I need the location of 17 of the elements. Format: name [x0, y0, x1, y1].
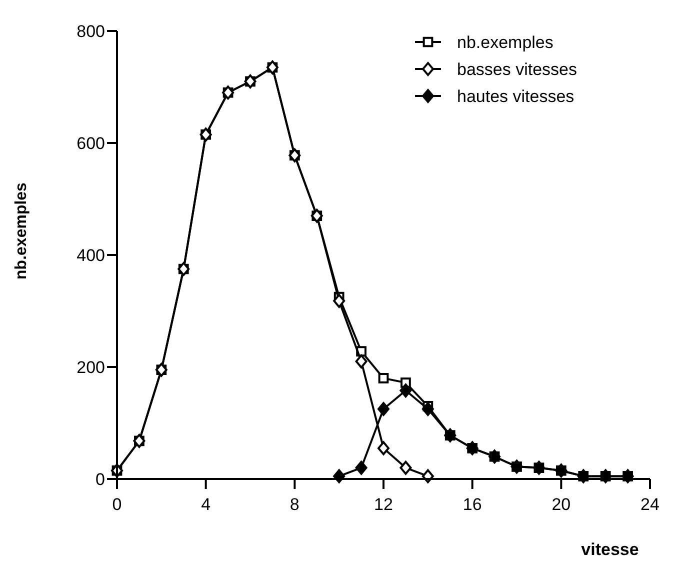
y-tick-label: 400	[76, 246, 105, 265]
x-tick-label: 20	[552, 495, 571, 514]
legend-label: basses vitesses	[457, 60, 577, 79]
x-tick-label: 12	[374, 495, 393, 514]
x-tick-label: 0	[112, 495, 122, 514]
x-tick-label: 4	[201, 495, 211, 514]
y-tick-label: 600	[76, 134, 105, 153]
legend-label: nb.exemples	[457, 32, 554, 52]
y-tick-label: 0	[96, 470, 105, 489]
x-tick-label: 16	[462, 495, 482, 514]
y-tick-label: 800	[76, 22, 105, 41]
x-axis-title: vitesse	[581, 540, 639, 559]
x-tick-label: 24	[640, 495, 660, 514]
y-axis-title: nb.exemples	[13, 182, 30, 280]
x-tick-label: 8	[290, 495, 300, 514]
y-tick-label: 200	[76, 358, 105, 377]
legend-label: hautes vitesses	[457, 86, 574, 106]
